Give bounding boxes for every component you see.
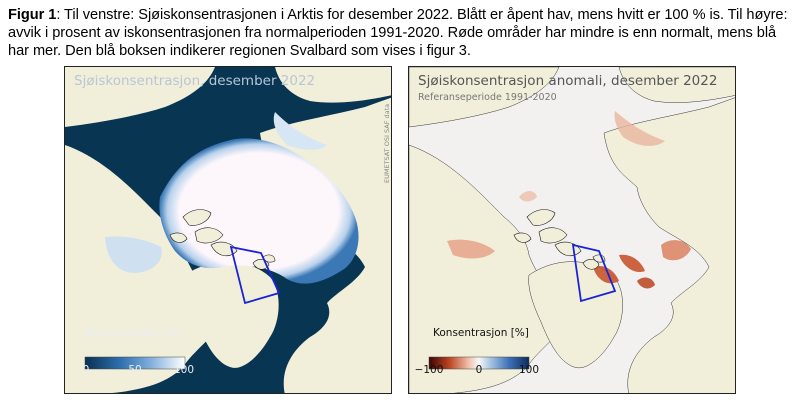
colorbar: Konsentrasjon [%] −100 0 100 — [415, 325, 549, 381]
land-alaska-top — [65, 67, 215, 127]
colorbar-gradient — [84, 356, 186, 370]
arctic-archipelago — [169, 209, 238, 257]
colorbar-tick: 0 — [82, 364, 90, 376]
map-title: Sjøiskonsentrasjon, desember 2022 — [74, 73, 316, 89]
land-top-right — [275, 67, 391, 103]
anomaly-map-graphic — [409, 67, 735, 393]
ice-band-bering — [273, 112, 327, 150]
map-title: Sjøiskonsentrasjon anomali, desember 202… — [418, 73, 718, 89]
map-subtitle: Referanseperiode 1991-2020 — [418, 92, 557, 103]
land-eurasia — [603, 97, 735, 393]
colorbar-label: Konsentrasjon [%] — [433, 327, 529, 339]
colorbar: Konsentrasjon [%] 0 50 100 — [73, 325, 201, 381]
colorbar-tick: 50 — [128, 364, 142, 376]
colorbar-tick: −100 — [414, 364, 444, 376]
colorbar-ticks: 0 50 100 — [73, 364, 201, 378]
land-top-right — [618, 67, 735, 103]
concentration-map-graphic — [65, 67, 391, 393]
data-credit: EUMETSAT OSI SAF data — [383, 103, 391, 183]
sea-ice — [159, 138, 359, 284]
colorbar-label: Konsentrasjon [%] — [85, 327, 181, 339]
caption-label: Figur 1 — [8, 7, 57, 23]
land-alaska-top — [409, 67, 560, 128]
svalbard-region-box — [229, 245, 281, 305]
ice-band-hudson — [105, 236, 162, 273]
caption-text: : Til venstre: Sjøiskonsentrasjonen i Ar… — [8, 7, 788, 59]
arctic-archipelago — [513, 209, 582, 257]
colorbar-tick: 0 — [475, 364, 483, 376]
colorbar-tick: 100 — [518, 364, 540, 376]
colorbar-tick: 100 — [173, 364, 195, 376]
anomaly-map: Sjøiskonsentrasjon anomali, desember 202… — [408, 66, 736, 394]
colorbar-gradient — [428, 356, 530, 370]
land-greenland — [184, 261, 279, 368]
svalbard-region-box — [571, 243, 617, 303]
anomaly-patches — [447, 111, 691, 289]
concentration-map: Sjøiskonsentrasjon, desember 2022 Konsen… — [64, 66, 392, 394]
figure-caption: Figur 1: Til venstre: Sjøiskonsentrasjon… — [8, 6, 792, 60]
colorbar-ticks: −100 0 100 — [415, 364, 549, 378]
